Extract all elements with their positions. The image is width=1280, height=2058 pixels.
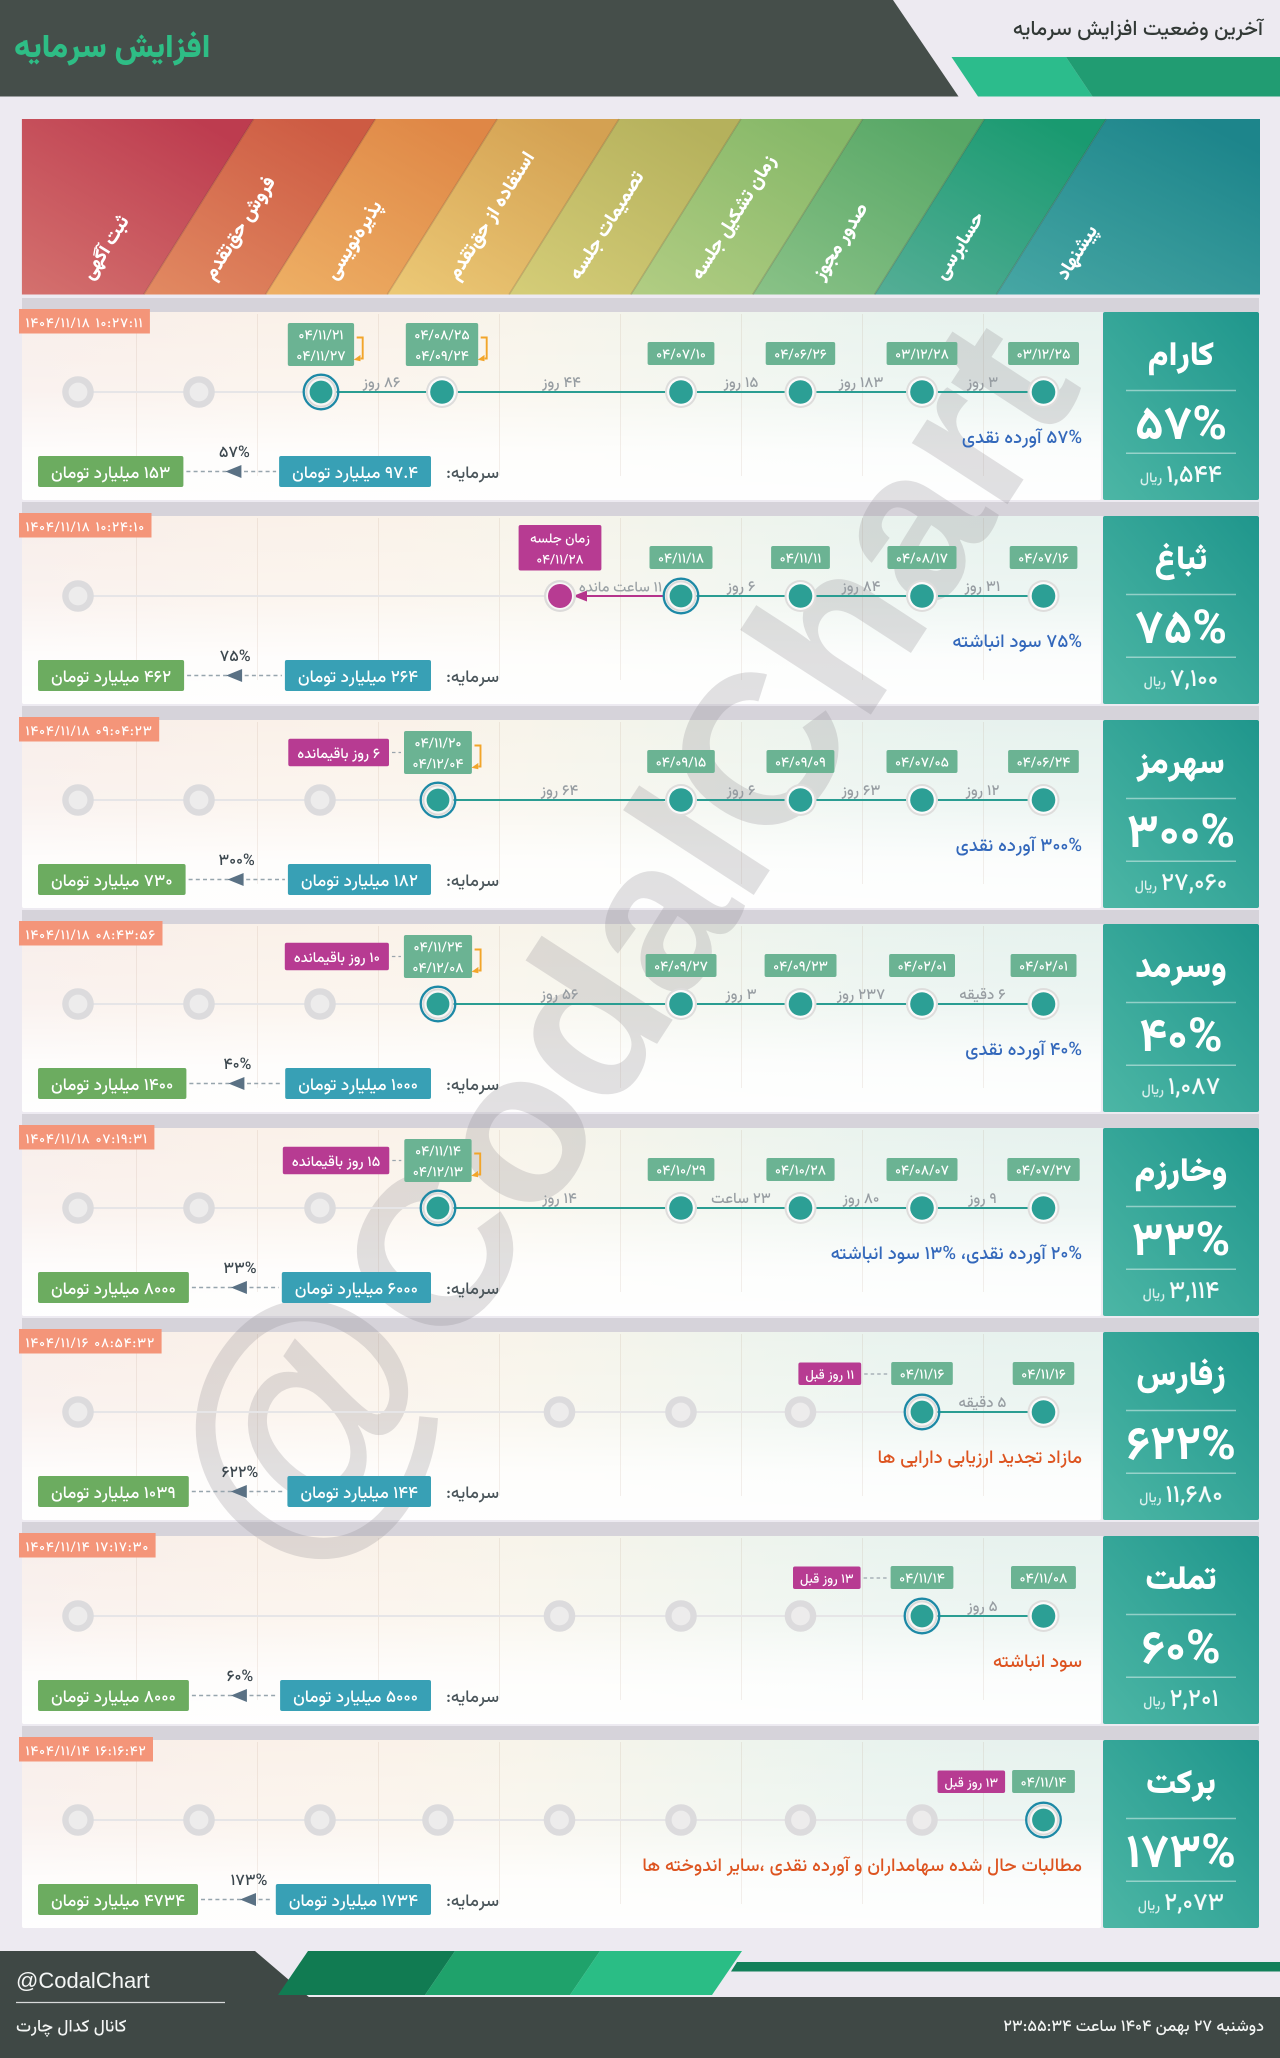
svg-text:@CodalChart: @CodalChart bbox=[16, 1968, 150, 1993]
